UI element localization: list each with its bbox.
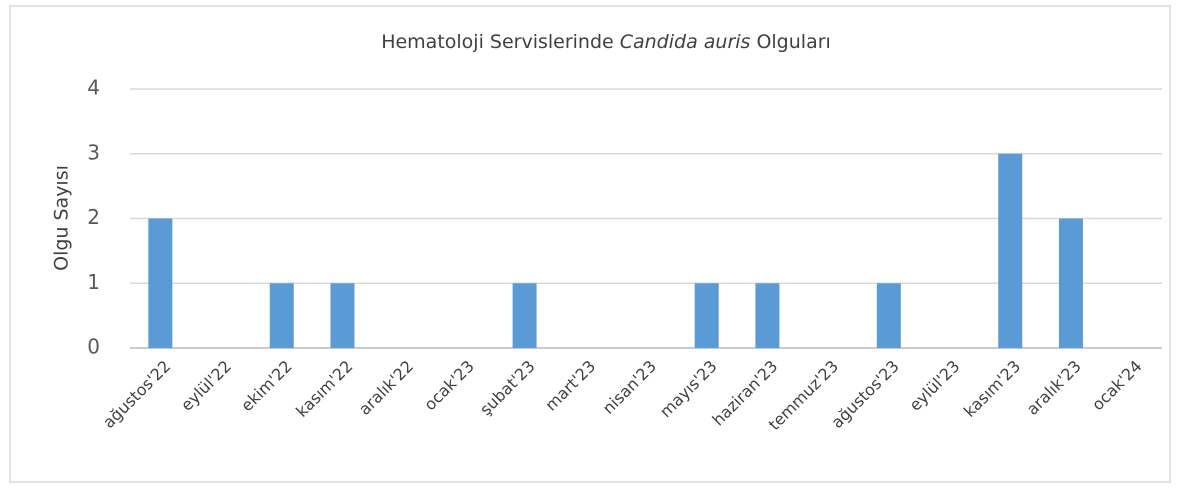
y-tick-label: 0 bbox=[87, 335, 100, 359]
chart-border bbox=[9, 5, 1171, 483]
y-tick-label: 2 bbox=[87, 205, 100, 229]
y-tick-label: 3 bbox=[87, 140, 100, 164]
title-part: Hematoloji Servislerinde bbox=[381, 31, 614, 53]
bar bbox=[269, 283, 294, 348]
bar bbox=[694, 283, 719, 348]
bar bbox=[876, 283, 901, 348]
title-part: Candida auris bbox=[620, 31, 751, 53]
bar bbox=[1058, 218, 1083, 348]
bar bbox=[512, 283, 537, 348]
bar bbox=[148, 218, 173, 348]
y-tick-label: 4 bbox=[87, 76, 100, 100]
bar bbox=[330, 283, 355, 348]
bar bbox=[998, 153, 1023, 348]
bar bbox=[755, 283, 780, 348]
y-axis-label: Olgu Sayısı bbox=[51, 165, 73, 271]
chart-title: Hematoloji Servislerinde Candida auris Olg… bbox=[381, 31, 831, 53]
title-part: Olguları bbox=[756, 31, 830, 53]
y-tick-label: 1 bbox=[87, 270, 100, 294]
